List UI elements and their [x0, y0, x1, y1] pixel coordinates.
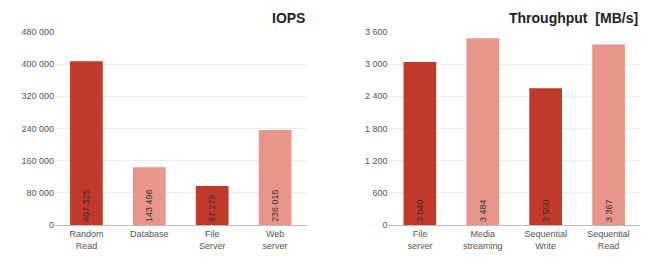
svg-text:Fileserver: Fileserver [407, 229, 432, 251]
svg-text:80 000: 80 000 [26, 188, 54, 198]
svg-text:0: 0 [382, 220, 387, 230]
svg-text:RandomRead: RandomRead [69, 229, 103, 251]
svg-text:Throughput [MB/s]: Throughput [MB/s] [509, 10, 638, 26]
svg-text:400 000: 400 000 [21, 59, 54, 69]
svg-text:2 400: 2 400 [365, 91, 388, 101]
svg-text:3 484: 3 484 [478, 199, 488, 222]
svg-text:160 000: 160 000 [21, 156, 54, 166]
svg-text:Database: Database [130, 229, 169, 239]
svg-text:320 000: 320 000 [21, 91, 54, 101]
svg-text:3 367: 3 367 [604, 199, 614, 222]
svg-text:2 550: 2 550 [541, 199, 551, 222]
svg-text:240 000: 240 000 [21, 124, 54, 134]
svg-text:FileServer: FileServer [199, 229, 226, 251]
svg-text:IOPS: IOPS [272, 10, 305, 26]
svg-text:1 200: 1 200 [365, 156, 388, 166]
svg-text:407 325: 407 325 [81, 189, 91, 222]
svg-text:SequentialRead: SequentialRead [587, 229, 630, 251]
svg-text:Mediastreaming: Mediastreaming [463, 229, 503, 251]
svg-text:3 000: 3 000 [365, 59, 388, 69]
svg-text:236 015: 236 015 [270, 189, 280, 222]
svg-text:1 800: 1 800 [365, 124, 388, 134]
svg-text:97 279: 97 279 [207, 194, 217, 222]
svg-text:600: 600 [372, 188, 387, 198]
svg-text:143 496: 143 496 [144, 189, 154, 222]
svg-text:0: 0 [49, 220, 54, 230]
svg-text:480 000: 480 000 [21, 27, 54, 37]
svg-text:3 040: 3 040 [415, 199, 425, 222]
svg-text:SequentialWrite: SequentialWrite [524, 229, 567, 251]
svg-text:3 600: 3 600 [365, 27, 388, 37]
svg-text:Webserver: Webserver [263, 229, 288, 251]
